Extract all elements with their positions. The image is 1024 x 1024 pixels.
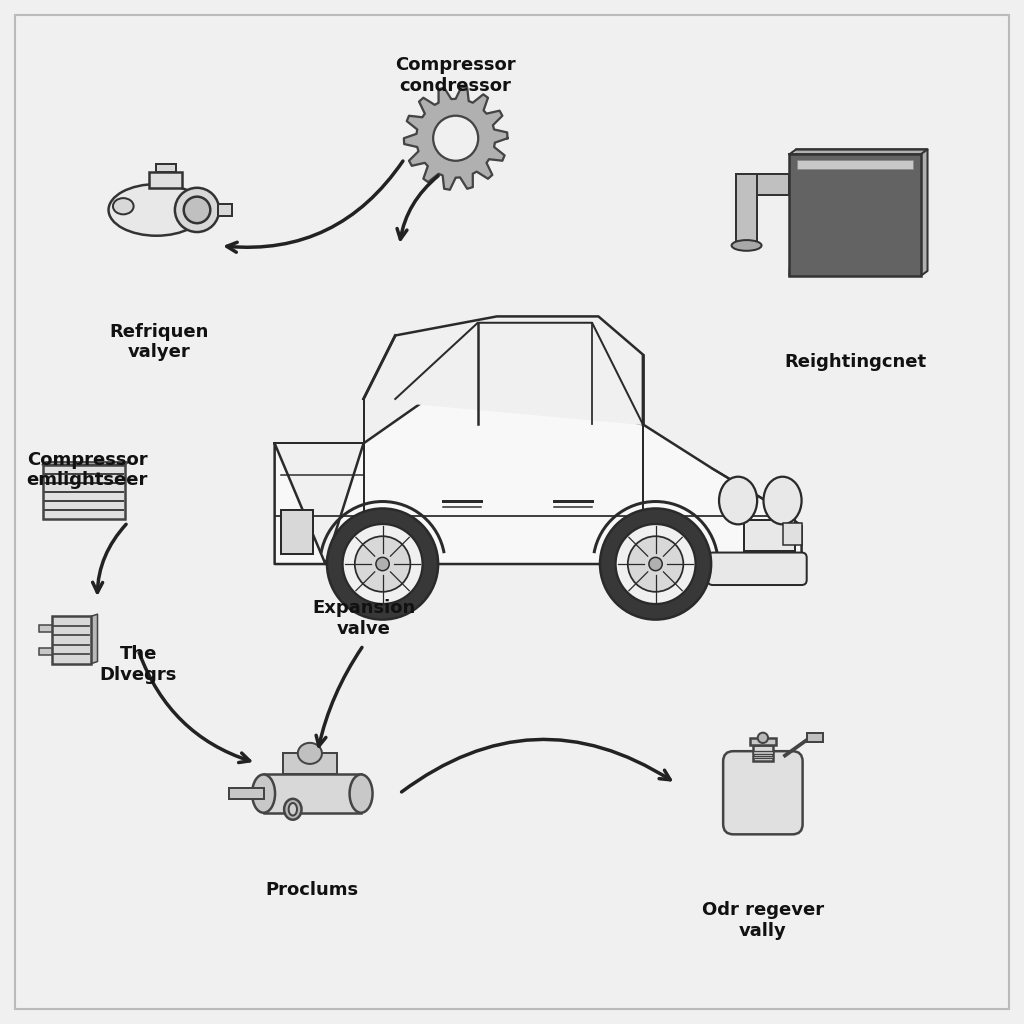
Bar: [807, 733, 823, 742]
Circle shape: [354, 537, 411, 592]
Bar: [744, 519, 796, 551]
Ellipse shape: [719, 477, 757, 524]
Ellipse shape: [284, 799, 301, 819]
Ellipse shape: [764, 477, 802, 524]
Polygon shape: [43, 462, 128, 465]
Bar: [52, 616, 91, 664]
Circle shape: [183, 197, 210, 223]
Polygon shape: [403, 87, 508, 189]
Polygon shape: [91, 614, 97, 664]
Polygon shape: [790, 150, 928, 275]
Circle shape: [649, 557, 663, 570]
Bar: [753, 745, 773, 762]
Bar: [281, 510, 312, 555]
Bar: [40, 648, 52, 655]
Circle shape: [600, 509, 711, 620]
Ellipse shape: [113, 198, 133, 214]
Bar: [43, 465, 125, 518]
Ellipse shape: [252, 774, 275, 813]
Bar: [753, 756, 773, 759]
Circle shape: [343, 524, 423, 604]
Circle shape: [433, 116, 478, 161]
Circle shape: [376, 557, 389, 570]
Bar: [736, 174, 790, 196]
Text: Reightingcnet: Reightingcnet: [784, 353, 926, 372]
Bar: [790, 155, 921, 275]
Bar: [797, 160, 913, 169]
Bar: [283, 754, 337, 774]
Text: Proclums: Proclums: [266, 881, 358, 899]
Circle shape: [615, 524, 695, 604]
Bar: [40, 625, 52, 632]
Text: Compressor
emlightseer: Compressor emlightseer: [27, 451, 147, 489]
Text: Expansion
valve: Expansion valve: [312, 599, 415, 638]
Ellipse shape: [349, 774, 373, 813]
Bar: [150, 172, 182, 187]
Circle shape: [327, 509, 438, 620]
Bar: [157, 164, 176, 172]
FancyBboxPatch shape: [723, 752, 803, 835]
Polygon shape: [364, 316, 643, 424]
FancyBboxPatch shape: [708, 553, 807, 585]
Text: Odr regever
vally: Odr regever vally: [701, 901, 824, 940]
Circle shape: [628, 537, 683, 592]
Text: The
Dlvegrs: The Dlvegrs: [99, 645, 177, 684]
Text: Refriquen
valyer: Refriquen valyer: [109, 323, 209, 361]
Text: Compressor
condressor: Compressor condressor: [395, 56, 516, 95]
Ellipse shape: [731, 240, 762, 251]
Ellipse shape: [289, 803, 297, 815]
Bar: [263, 774, 361, 813]
Bar: [782, 522, 802, 545]
Ellipse shape: [109, 184, 205, 236]
Bar: [218, 204, 232, 216]
Circle shape: [758, 733, 768, 743]
Bar: [750, 738, 776, 745]
Polygon shape: [274, 399, 802, 564]
Ellipse shape: [298, 742, 322, 764]
Polygon shape: [790, 150, 928, 155]
Circle shape: [175, 187, 219, 232]
Bar: [736, 174, 758, 246]
Bar: [753, 752, 773, 754]
Bar: [228, 788, 263, 799]
